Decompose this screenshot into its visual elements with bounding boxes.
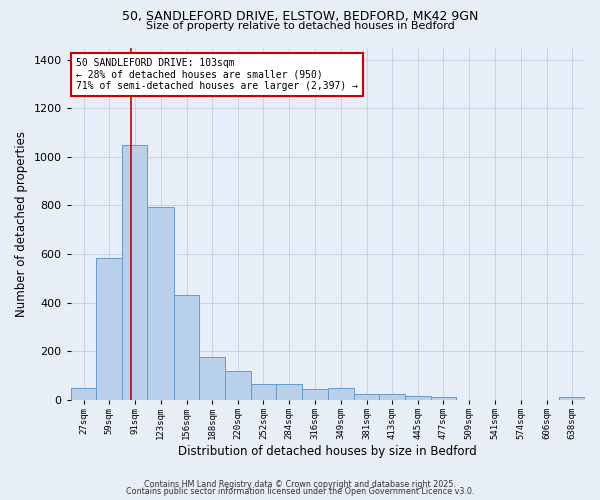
Bar [122, 146, 148, 400]
Bar [431, 397, 456, 400]
Bar [328, 388, 354, 400]
Bar [302, 389, 328, 400]
Text: Size of property relative to detached houses in Bedford: Size of property relative to detached ho… [146, 21, 454, 31]
Y-axis label: Number of detached properties: Number of detached properties [15, 130, 28, 316]
Bar [225, 370, 251, 400]
Text: 50, SANDLEFORD DRIVE, ELSTOW, BEDFORD, MK42 9GN: 50, SANDLEFORD DRIVE, ELSTOW, BEDFORD, M… [122, 10, 478, 23]
Bar [199, 356, 225, 400]
Bar [174, 296, 199, 400]
Bar [148, 206, 174, 400]
X-axis label: Distribution of detached houses by size in Bedford: Distribution of detached houses by size … [178, 444, 477, 458]
Text: Contains public sector information licensed under the Open Government Licence v3: Contains public sector information licen… [126, 487, 474, 496]
Bar [276, 384, 302, 400]
Bar [71, 388, 97, 400]
Bar [97, 258, 122, 400]
Bar [379, 394, 405, 400]
Bar [251, 384, 276, 400]
Bar [405, 396, 431, 400]
Bar [354, 394, 379, 400]
Bar [559, 398, 585, 400]
Text: Contains HM Land Registry data © Crown copyright and database right 2025.: Contains HM Land Registry data © Crown c… [144, 480, 456, 489]
Text: 50 SANDLEFORD DRIVE: 103sqm
← 28% of detached houses are smaller (950)
71% of se: 50 SANDLEFORD DRIVE: 103sqm ← 28% of det… [76, 58, 358, 92]
